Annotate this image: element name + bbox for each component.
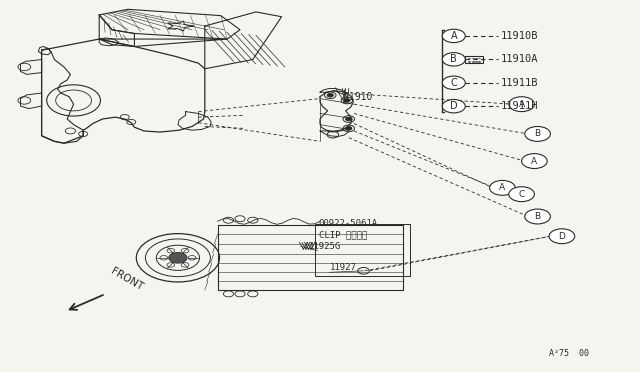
Circle shape [522,154,547,169]
Text: B: B [534,212,541,221]
Circle shape [346,126,352,130]
Circle shape [509,97,534,112]
Circle shape [525,126,550,141]
Text: B: B [451,54,457,64]
Text: CLIP クリップ: CLIP クリップ [319,230,367,239]
Circle shape [169,253,187,263]
Text: C: C [451,78,457,88]
Text: D: D [559,232,565,241]
Text: A: A [531,157,538,166]
Text: 11925G: 11925G [308,242,340,251]
Circle shape [442,29,465,43]
Circle shape [327,93,333,97]
Text: A²75  00: A²75 00 [549,349,589,358]
Text: 00922-5061A: 00922-5061A [319,219,378,228]
Text: FRONT: FRONT [109,266,145,293]
Text: 11910A: 11910A [500,54,538,64]
Text: 11910: 11910 [344,92,374,102]
Text: 11911B: 11911B [500,78,538,88]
Text: 11927: 11927 [330,263,356,272]
Text: A: A [499,183,506,192]
Circle shape [442,99,465,113]
Text: A: A [518,100,525,109]
Bar [315,224,410,276]
Circle shape [346,117,352,121]
Circle shape [525,209,550,224]
Text: 11911H: 11911H [500,101,538,111]
Bar [465,55,483,63]
Circle shape [442,76,465,90]
Circle shape [549,229,575,244]
Text: B: B [534,129,541,138]
Circle shape [509,187,534,202]
Text: C: C [518,190,525,199]
Text: A: A [451,31,457,41]
Text: D: D [450,101,458,111]
Circle shape [442,53,465,66]
Circle shape [490,180,515,195]
Circle shape [344,99,350,102]
Text: 11910B: 11910B [500,31,538,41]
